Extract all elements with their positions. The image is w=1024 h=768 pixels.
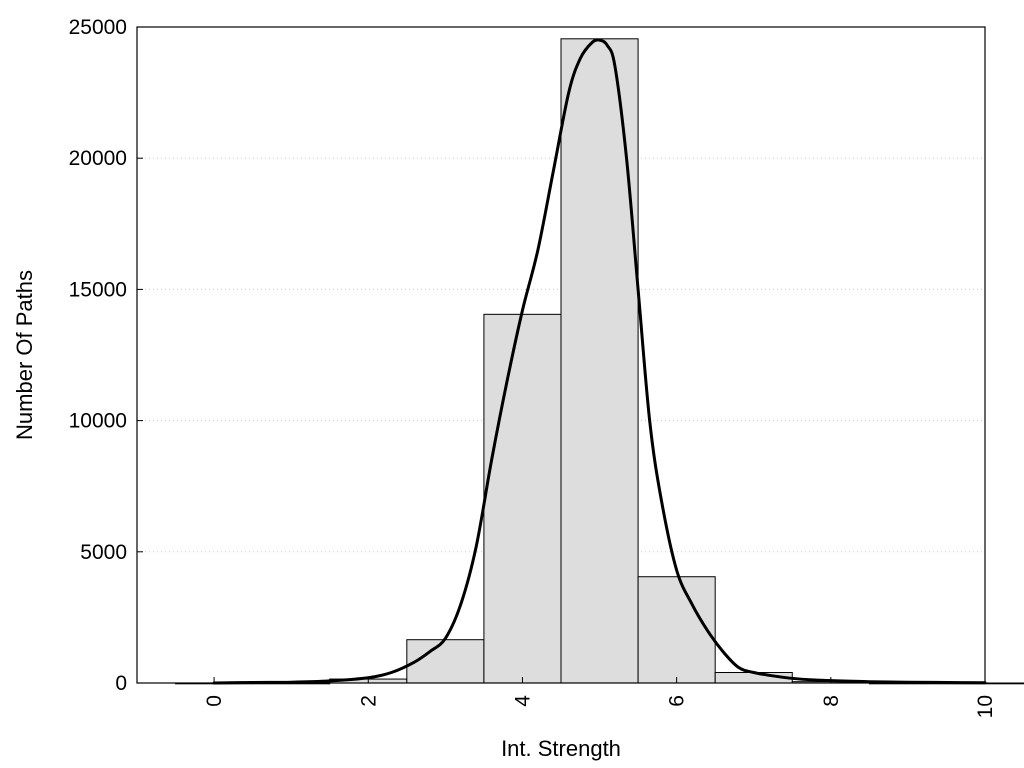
y-tick-label: 15000 bbox=[69, 278, 127, 301]
y-tick-label: 20000 bbox=[69, 147, 127, 170]
x-tick-label: 10 bbox=[974, 695, 997, 718]
density-curve-layer bbox=[212, 38, 987, 685]
x-tick-label: 0 bbox=[203, 695, 226, 707]
histogram-bar bbox=[560, 38, 639, 684]
y-axis-ticks: 0 5000 10000 15000 20000 25000 bbox=[69, 16, 143, 695]
plot-frame bbox=[136, 26, 986, 684]
histogram-bar bbox=[483, 313, 562, 684]
y-tick-label: 10000 bbox=[69, 410, 127, 433]
y-tick-label: 5000 bbox=[80, 541, 127, 564]
density-curve bbox=[212, 38, 987, 685]
x-tick-label: 6 bbox=[666, 695, 689, 707]
x-tick-label: 2 bbox=[357, 695, 380, 707]
x-tick-label: 8 bbox=[820, 695, 843, 707]
x-tick-label: 4 bbox=[511, 695, 534, 707]
y-tick-label: 25000 bbox=[69, 16, 127, 39]
histogram-bar bbox=[637, 576, 716, 684]
x-axis-title: Int. Strength bbox=[501, 736, 621, 761]
y-tick-label: 0 bbox=[115, 672, 127, 695]
y-axis-title: Number Of Paths bbox=[12, 270, 37, 440]
histogram-bars bbox=[175, 38, 1024, 685]
x-axis-ticks: 0 2 4 6 8 10 bbox=[203, 677, 997, 718]
